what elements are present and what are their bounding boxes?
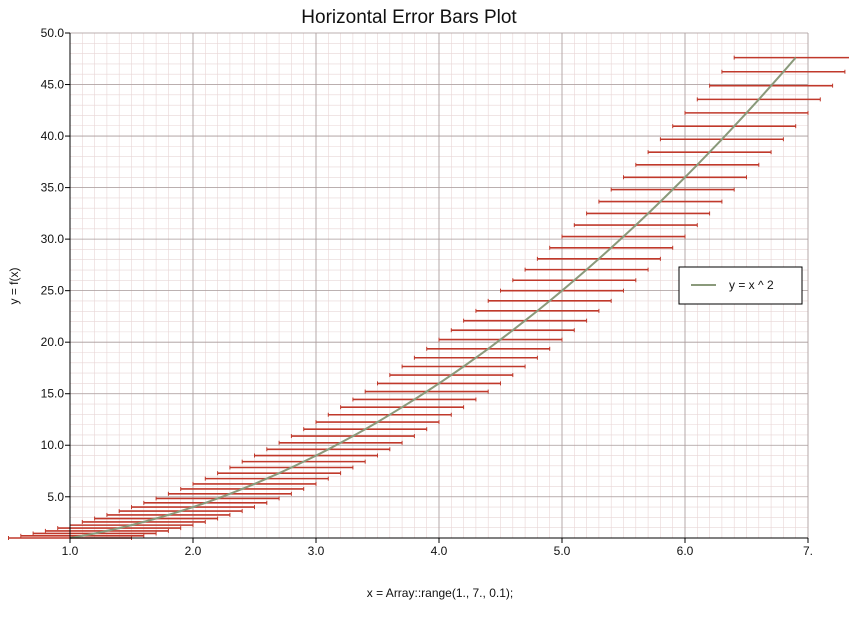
x-tick-label: 7. bbox=[803, 544, 813, 558]
y-axis-ticks: 5.0 10.0 15.0 20.0 25.0 30.0 35.0 40.0 45.0 50.0 bbox=[41, 26, 70, 504]
y-tick-label: 35.0 bbox=[41, 181, 65, 195]
y-tick-label: 40.0 bbox=[41, 129, 65, 143]
legend-label: y = x ^ 2 bbox=[729, 278, 774, 292]
y-tick-label: 25.0 bbox=[41, 284, 65, 298]
legend: y = x ^ 2 bbox=[678, 266, 803, 305]
x-tick-label: 1.0 bbox=[62, 544, 79, 558]
x-axis-label: x = Array::range(1., 7., 0.1); bbox=[367, 586, 513, 600]
chart-title: Horizontal Error Bars Plot bbox=[301, 7, 517, 28]
y-tick-label: 30.0 bbox=[41, 232, 65, 246]
x-tick-label: 4.0 bbox=[431, 544, 448, 558]
y-tick-label: 20.0 bbox=[41, 335, 65, 349]
y-tick-label: 15.0 bbox=[41, 387, 65, 401]
series-line-group bbox=[69, 56, 797, 539]
x-tick-label: 5.0 bbox=[554, 544, 571, 558]
y-tick-label: 45.0 bbox=[41, 78, 65, 92]
y-tick-label: 50.0 bbox=[41, 26, 65, 40]
x-axis-ticks: 1.0 2.0 3.0 4.0 5.0 6.0 7. bbox=[62, 538, 813, 558]
series-line bbox=[69, 56, 797, 539]
y-tick-label: 5.0 bbox=[47, 490, 64, 504]
y-axis-label: y = f(x) bbox=[7, 267, 21, 304]
x-tick-label: 6.0 bbox=[677, 544, 694, 558]
y-tick-label: 10.0 bbox=[41, 438, 65, 452]
x-tick-label: 3.0 bbox=[308, 544, 325, 558]
x-tick-label: 2.0 bbox=[185, 544, 202, 558]
